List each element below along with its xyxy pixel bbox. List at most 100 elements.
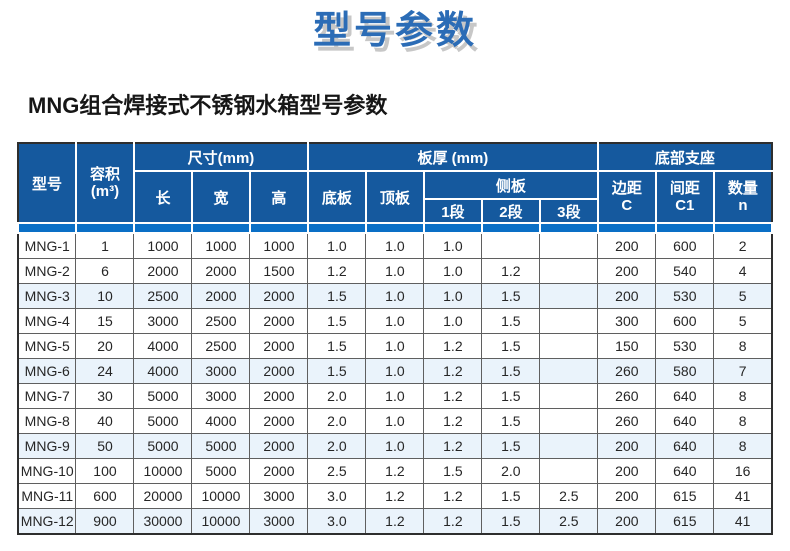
value-cell: 1000 bbox=[133, 232, 193, 259]
table-row: MNG-1 1 1000 1000 1000 1.0 1.0 1.0 200 600 2 bbox=[17, 232, 774, 259]
header-edge-distance-line2: C bbox=[621, 197, 633, 214]
value-cell: 1.5 bbox=[481, 308, 541, 334]
value-cell bbox=[539, 433, 599, 459]
value-cell: 10 bbox=[75, 283, 135, 309]
header-bottom-plate: 底板 bbox=[306, 170, 367, 224]
value-cell: 1.0 bbox=[365, 333, 425, 359]
value-cell: 1.5 bbox=[481, 283, 541, 309]
value-cell bbox=[539, 333, 599, 359]
header-side-seg1: 1段 bbox=[422, 198, 483, 224]
value-cell: 1.2 bbox=[423, 483, 483, 509]
header-strip-cell bbox=[364, 223, 425, 234]
table-row: MNG-8 40 5000 4000 2000 2.0 1.0 1.2 1.5 260 640 8 bbox=[17, 408, 774, 434]
value-cell: 7 bbox=[713, 358, 774, 384]
value-cell: 1.5 bbox=[481, 483, 541, 509]
header-thickness-group: 板厚 (mm) bbox=[306, 142, 599, 172]
value-cell: 1.2 bbox=[481, 258, 541, 284]
value-cell: 6 bbox=[75, 258, 135, 284]
value-cell: 8 bbox=[713, 383, 774, 409]
value-cell: 16 bbox=[713, 458, 774, 484]
value-cell: 1.0 bbox=[365, 358, 425, 384]
value-cell: 5 bbox=[713, 283, 774, 309]
value-cell: 1.0 bbox=[423, 232, 483, 259]
model-cell: MNG-10 bbox=[17, 458, 77, 484]
model-cell: MNG-7 bbox=[17, 383, 77, 409]
value-cell: 2000 bbox=[249, 408, 309, 434]
value-cell: 2500 bbox=[191, 308, 251, 334]
value-cell: 580 bbox=[655, 358, 715, 384]
value-cell: 1.5 bbox=[307, 283, 367, 309]
value-cell: 2.5 bbox=[539, 508, 599, 535]
header-strip-cell bbox=[248, 223, 309, 234]
header-strip-cell bbox=[190, 223, 251, 234]
value-cell: 41 bbox=[713, 483, 774, 509]
value-cell: 2000 bbox=[249, 433, 309, 459]
value-cell: 600 bbox=[655, 232, 715, 259]
value-cell: 1.5 bbox=[481, 408, 541, 434]
model-cell: MNG-2 bbox=[17, 258, 77, 284]
header-side-seg3: 3段 bbox=[538, 198, 599, 224]
table-row: MNG-3 10 2500 2000 2000 1.5 1.0 1.0 1.5 200 530 5 bbox=[17, 283, 774, 309]
value-cell: 1.0 bbox=[307, 232, 367, 259]
header-quantity-line2: n bbox=[738, 197, 748, 214]
table-row: MNG-11 600 20000 10000 3000 3.0 1.2 1.2 1.5 2.5 20… bbox=[17, 483, 774, 509]
value-cell: 4000 bbox=[133, 333, 193, 359]
header-strip-cell bbox=[596, 223, 657, 234]
value-cell: 5000 bbox=[133, 433, 193, 459]
value-cell: 1.5 bbox=[307, 308, 367, 334]
value-cell: 1.5 bbox=[307, 333, 367, 359]
value-cell: 1.2 bbox=[365, 483, 425, 509]
value-cell: 1.0 bbox=[365, 433, 425, 459]
header-edge-distance: 边距 C bbox=[596, 170, 657, 224]
value-cell: 2000 bbox=[249, 308, 309, 334]
value-cell: 2000 bbox=[191, 258, 251, 284]
value-cell: 260 bbox=[597, 358, 657, 384]
value-cell: 30 bbox=[75, 383, 135, 409]
value-cell: 5000 bbox=[133, 408, 193, 434]
value-cell: 5000 bbox=[191, 458, 251, 484]
value-cell: 8 bbox=[713, 333, 774, 359]
value-cell: 5000 bbox=[191, 433, 251, 459]
value-cell: 1 bbox=[75, 232, 135, 259]
header-quantity: 数量 n bbox=[712, 170, 774, 224]
value-cell: 1.0 bbox=[365, 383, 425, 409]
value-cell: 530 bbox=[655, 283, 715, 309]
value-cell: 640 bbox=[655, 458, 715, 484]
value-cell: 40 bbox=[75, 408, 135, 434]
header-row-sub: 长 宽 高 底板 顶板 侧板 边距 C 间距 C1 数量 n bbox=[18, 170, 774, 224]
value-cell: 2500 bbox=[133, 283, 193, 309]
model-cell: MNG-6 bbox=[17, 358, 77, 384]
page-subtitle: MNG组合焊接式不锈钢水箱型号参数 bbox=[28, 93, 388, 118]
value-cell: 50 bbox=[75, 433, 135, 459]
value-cell: 5 bbox=[713, 308, 774, 334]
value-cell: 1.2 bbox=[423, 383, 483, 409]
header-side-seg2: 2段 bbox=[480, 198, 541, 224]
value-cell: 640 bbox=[655, 433, 715, 459]
value-cell: 2000 bbox=[191, 283, 251, 309]
value-cell: 4000 bbox=[133, 358, 193, 384]
value-cell: 10000 bbox=[133, 458, 193, 484]
value-cell: 30000 bbox=[133, 508, 193, 535]
value-cell: 1.2 bbox=[423, 433, 483, 459]
value-cell: 1.0 bbox=[423, 258, 483, 284]
value-cell: 3.0 bbox=[307, 508, 367, 535]
header-strip-cell bbox=[17, 223, 77, 234]
value-cell: 3000 bbox=[191, 383, 251, 409]
header-width: 宽 bbox=[190, 170, 251, 224]
table-header: 型号 容积 (m³) 尺寸(mm) 板厚 (mm) 底部支座 长 宽 高 底板 … bbox=[17, 142, 774, 234]
value-cell: 600 bbox=[655, 308, 715, 334]
header-strip-cell bbox=[654, 223, 715, 234]
value-cell: 2000 bbox=[249, 458, 309, 484]
value-cell: 200 bbox=[597, 232, 657, 259]
value-cell: 3000 bbox=[249, 483, 309, 509]
model-cell: MNG-8 bbox=[17, 408, 77, 434]
value-cell: 1.5 bbox=[481, 508, 541, 535]
header-edge-distance-line1: 边距 bbox=[611, 180, 642, 197]
header-spacing: 间距 C1 bbox=[654, 170, 715, 224]
header-strip-cell bbox=[74, 223, 135, 234]
value-cell: 3000 bbox=[191, 358, 251, 384]
header-model: 型号 bbox=[17, 142, 77, 224]
header-spacing-line1: 间距 bbox=[669, 180, 700, 197]
table-row: MNG-10 100 10000 5000 2000 2.5 1.2 1.5 2.0 200 640… bbox=[17, 458, 774, 484]
